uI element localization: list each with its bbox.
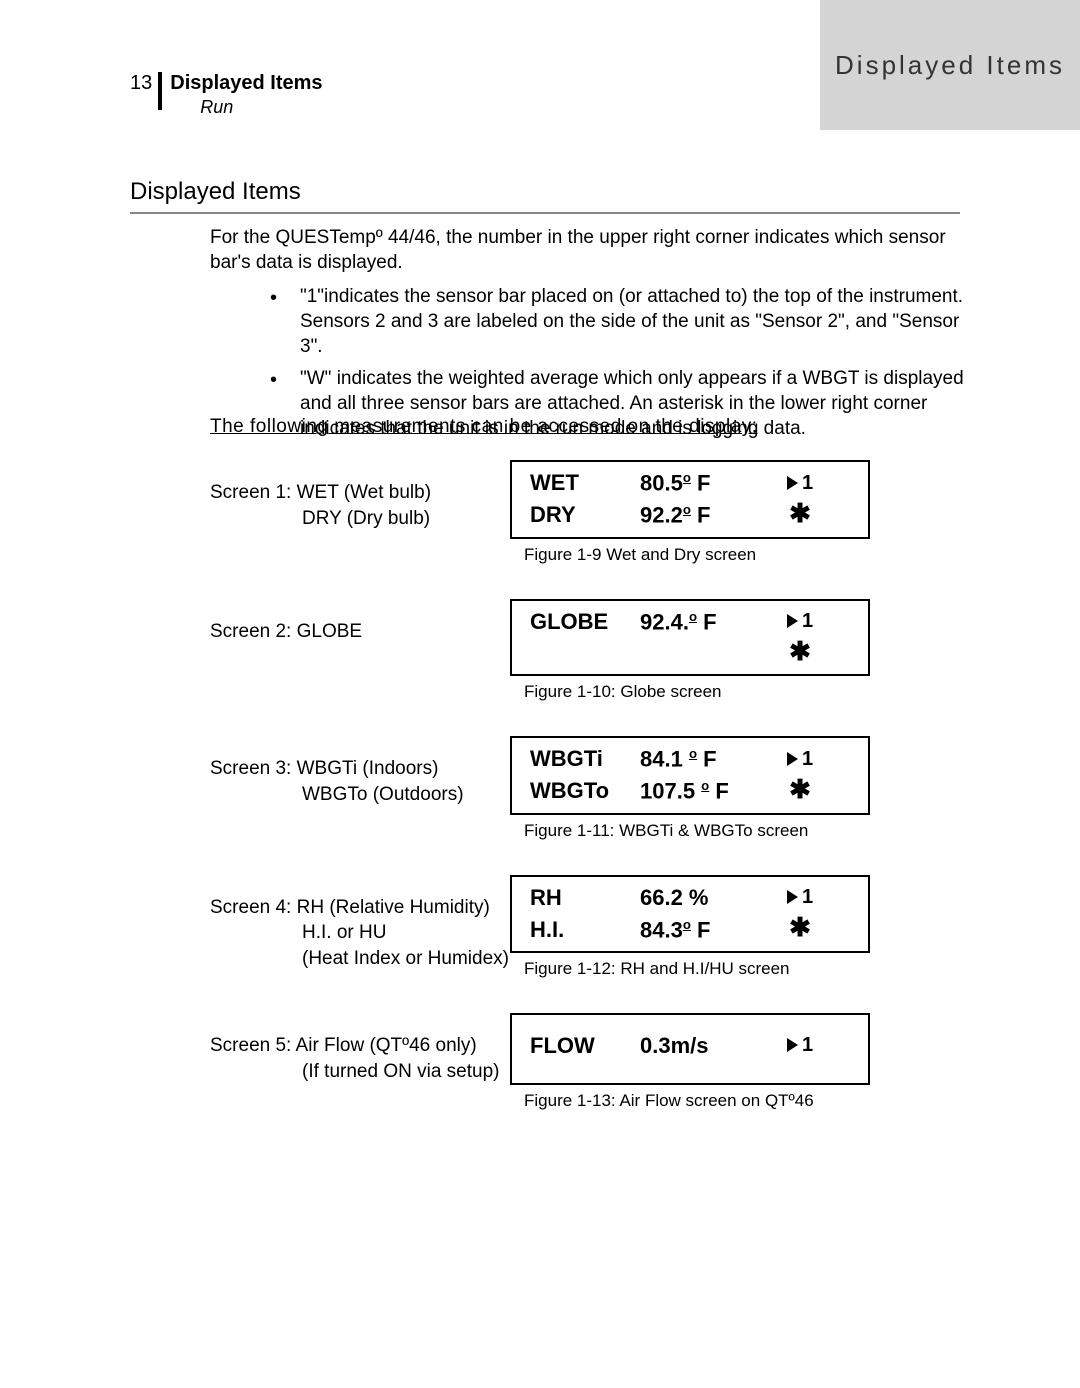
display-line-mark: 1 [780, 472, 820, 495]
screen-display-box: FLOW0.3m/s1 [510, 1013, 870, 1085]
screen-row: Screen 4: RH (Relative Humidity)H.I. or … [210, 875, 930, 979]
screen-row: Screen 5: Air Flow (QTº46 only)(If turne… [210, 1013, 930, 1111]
display-line-label: WET [530, 470, 640, 496]
section-divider [130, 212, 960, 214]
display-line-label: H.I. [530, 917, 640, 943]
display-line-mark: ✱ [780, 503, 820, 528]
screen-label-line: DRY (Dry bulb) [302, 506, 510, 532]
display-line-mark: ✱ [780, 779, 820, 804]
screen-row: Screen 2: GLOBEGLOBE92.4.o F1✱Figure 1-1… [210, 599, 930, 702]
page-number-bar [158, 72, 162, 110]
display-line-mark: 1 [780, 886, 820, 909]
display-line-value: 0.3m/s [640, 1033, 780, 1059]
display-line-label: RH [530, 885, 640, 911]
screen-display-line: ✱ [530, 641, 854, 666]
screen-display-box: GLOBE92.4.o F1✱ [510, 599, 870, 676]
screen-box-wrap: RH66.2 %1H.I.84.3o F✱Figure 1-12: RH and… [510, 875, 870, 979]
page-number: 13 [130, 72, 152, 95]
screen-label: Screen 3: WBGTi (Indoors)WBGTo (Outdoors… [210, 736, 510, 807]
screen-box-wrap: WET80.5o F1DRY92.2o F✱Figure 1-9 Wet and… [510, 460, 870, 565]
page-header-titles: Displayed Items Run [170, 72, 322, 118]
screen-label: Screen 1: WET (Wet bulb)DRY (Dry bulb) [210, 460, 510, 531]
display-line-mark: ✱ [780, 641, 820, 666]
display-line-label: FLOW [530, 1033, 640, 1059]
screen-box-wrap: WBGTi84.1 o F1WBGTo107.5 o F✱Figure 1-11… [510, 736, 870, 841]
asterisk-icon: ✱ [789, 636, 811, 666]
display-line-value: 92.2o F [640, 502, 780, 528]
screen-display-line: DRY92.2o F✱ [530, 502, 854, 528]
screen-box-wrap: FLOW0.3m/s1 Figure 1-13: Air Flow screen … [510, 1013, 870, 1111]
header-tab: Displayed Items [820, 0, 1080, 130]
triangle-icon [787, 476, 798, 490]
screen-caption: Figure 1-10: Globe screen [524, 682, 870, 702]
screen-display-box: WET80.5o F1DRY92.2o F✱ [510, 460, 870, 539]
display-line-label: DRY [530, 502, 640, 528]
display-line-label: WBGTo [530, 778, 640, 804]
asterisk-icon: ✱ [789, 498, 811, 528]
page-header-sub: Run [200, 97, 322, 118]
display-line-value: 84.1 o F [640, 746, 780, 772]
screen-caption: Figure 1-11: WBGTi & WBGTo screen [524, 821, 870, 841]
screen-caption: Figure 1-9 Wet and Dry screen [524, 545, 870, 565]
bullet-item: "1"indicates the sensor bar placed on (o… [270, 285, 970, 359]
asterisk-icon: ✱ [789, 912, 811, 942]
screen-display-box: WBGTi84.1 o F1WBGTo107.5 o F✱ [510, 736, 870, 815]
page-header: 13 Displayed Items Run [130, 72, 323, 118]
display-line-mark: 1 [780, 1034, 820, 1057]
screen-label: Screen 2: GLOBE [210, 599, 510, 645]
screen-caption: Figure 1-12: RH and H.I/HU screen [524, 959, 870, 979]
display-line-mark: ✱ [780, 917, 820, 942]
triangle-icon [787, 1038, 798, 1052]
screen-label-line: Screen 1: WET (Wet bulb) [210, 480, 510, 506]
screen-display-line: WET80.5o F1 [530, 470, 854, 496]
intro-text: For the QUESTempº 44/46, the number in t… [210, 226, 970, 275]
screen-display-line: RH66.2 %1 [530, 885, 854, 911]
screen-display-line: GLOBE92.4.o F1 [530, 609, 854, 635]
screen-display-line: WBGTo107.5 o F✱ [530, 778, 854, 804]
screen-box-wrap: GLOBE92.4.o F1✱Figure 1-10: Globe screen [510, 599, 870, 702]
triangle-icon [787, 890, 798, 904]
screen-label: Screen 4: RH (Relative Humidity)H.I. or … [210, 875, 510, 972]
screen-label-line: Screen 4: RH (Relative Humidity) [210, 895, 510, 921]
display-line-value: 107.5 o F [640, 778, 780, 804]
screen-row: Screen 1: WET (Wet bulb)DRY (Dry bulb) WE… [210, 460, 930, 565]
screen-label-line: (If turned ON via setup) [302, 1059, 510, 1085]
screen-label: Screen 5: Air Flow (QTº46 only)(If turne… [210, 1013, 510, 1084]
screen-label-line: Screen 5: Air Flow (QTº46 only) [210, 1033, 510, 1059]
screens-container: Screen 1: WET (Wet bulb)DRY (Dry bulb) WE… [210, 460, 930, 1145]
asterisk-icon: ✱ [789, 774, 811, 804]
display-line-mark: 1 [780, 748, 820, 771]
triangle-icon [787, 614, 798, 628]
screen-label-line: WBGTo (Outdoors) [302, 782, 510, 808]
measurements-subheading: The following measurements can be access… [210, 416, 758, 438]
screen-display-line: FLOW0.3m/s1 [530, 1033, 854, 1059]
display-line-value: 80.5o F [640, 470, 780, 496]
display-line-label: GLOBE [530, 609, 640, 635]
display-line-mark: 1 [780, 610, 820, 633]
display-line-value: 92.4.o F [640, 609, 780, 635]
display-line-label: WBGTi [530, 746, 640, 772]
display-line-value: 66.2 % [640, 885, 780, 911]
header-tab-text: Displayed Items [835, 50, 1065, 81]
display-line-value: 84.3o F [640, 917, 780, 943]
screen-label-line: (Heat Index or Humidex) [302, 946, 510, 972]
screen-row: Screen 3: WBGTi (Indoors)WBGTo (Outdoors… [210, 736, 930, 841]
screen-display-box: RH66.2 %1H.I.84.3o F✱ [510, 875, 870, 953]
screen-caption: Figure 1-13: Air Flow screen on QTº46 [524, 1091, 870, 1111]
screen-label-line: H.I. or HU [302, 920, 510, 946]
screen-label-line: Screen 2: GLOBE [210, 619, 510, 645]
section-title: Displayed Items [130, 178, 301, 206]
page-header-main: Displayed Items [170, 72, 322, 95]
triangle-icon [787, 752, 798, 766]
screen-display-line: WBGTi84.1 o F1 [530, 746, 854, 772]
screen-label-line: Screen 3: WBGTi (Indoors) [210, 756, 510, 782]
screen-display-line: H.I.84.3o F✱ [530, 917, 854, 943]
